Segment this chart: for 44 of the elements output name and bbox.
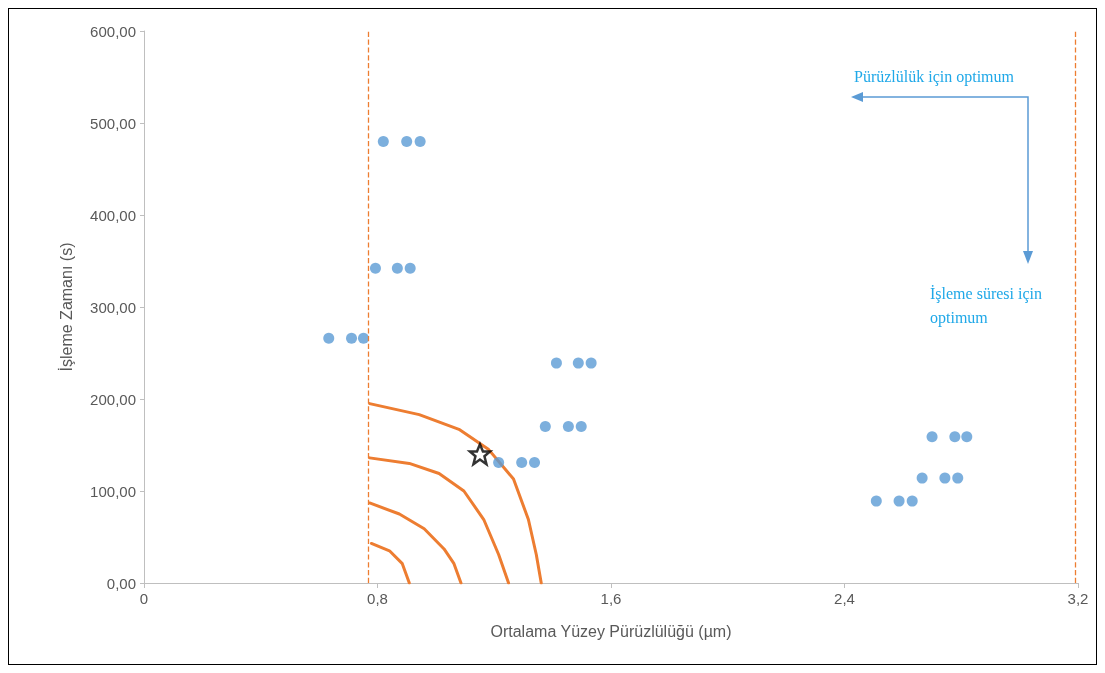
point (870, 495, 882, 507)
point (916, 472, 928, 484)
point (493, 456, 505, 468)
point (369, 262, 381, 274)
x-tick-label: 0,8 (367, 590, 388, 607)
point (906, 495, 918, 507)
x-tick-label: 3,2 (1067, 590, 1089, 607)
y-tick-label: 400,00 (90, 206, 136, 224)
point (391, 262, 403, 274)
point (358, 332, 369, 344)
point (926, 431, 938, 443)
y-tick-label: 600,00 (90, 22, 136, 40)
point (949, 431, 961, 443)
point (377, 135, 389, 147)
point (346, 332, 358, 344)
x-tick-label: 1,6 (600, 590, 622, 607)
y-tick-label: 300,00 (90, 298, 136, 316)
y-tick-label: 100,00 (90, 482, 136, 500)
point (414, 135, 426, 147)
y-tick-label: 0,00 (106, 574, 136, 592)
point (575, 421, 587, 433)
point (404, 262, 416, 274)
point (550, 357, 562, 369)
point (893, 495, 905, 507)
point (401, 135, 413, 147)
point (585, 357, 597, 369)
y-tick-label: 500,00 (90, 114, 136, 132)
point (516, 456, 528, 468)
point (961, 431, 973, 443)
x-tick-label: 0 (139, 590, 149, 607)
point (466, 441, 494, 468)
y-tick-label: 200,00 (90, 390, 136, 408)
point (952, 472, 964, 484)
point (323, 332, 335, 344)
annotation: İşleme süresi için optimum (930, 284, 1042, 327)
point (572, 357, 584, 369)
annotation: Pürüzlülük için optimum (854, 67, 1015, 86)
y-axis-title: İşleme Zamanı (s) (56, 242, 75, 372)
point (539, 421, 551, 433)
point (529, 456, 541, 468)
point (562, 421, 574, 433)
point (939, 472, 951, 484)
x-axis-title: Ortalama Yüzey Pürüzlülüğü (µm) (490, 622, 732, 640)
x-tick-label: 2,4 (834, 590, 855, 607)
